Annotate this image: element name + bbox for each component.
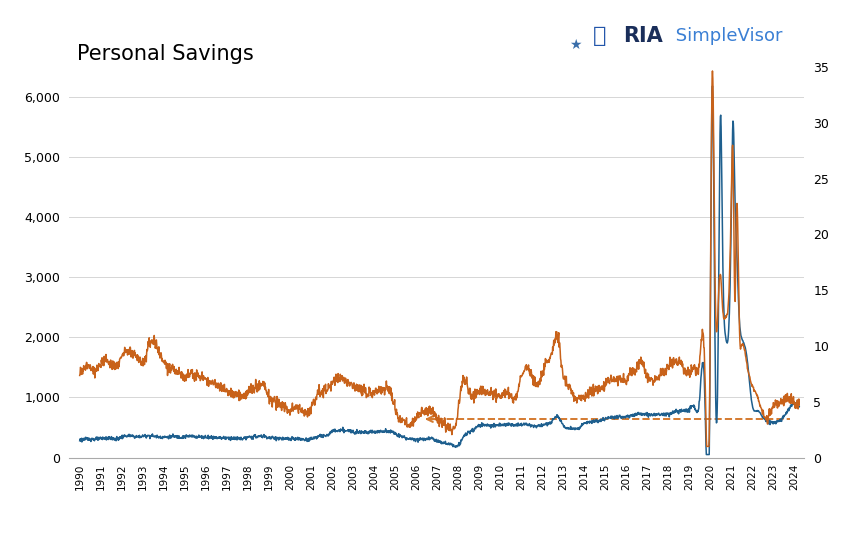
Text: Personal Savings: Personal Savings bbox=[77, 44, 253, 64]
Text: RIA: RIA bbox=[623, 26, 663, 46]
Legend: Personal Savings ($BNs), Personal Savings Rate (RHS): Personal Savings ($BNs), Personal Saving… bbox=[137, 552, 619, 558]
Text: 🐦: 🐦 bbox=[593, 26, 606, 46]
Text: SimpleVisor: SimpleVisor bbox=[670, 27, 783, 45]
Text: ★: ★ bbox=[569, 37, 581, 52]
